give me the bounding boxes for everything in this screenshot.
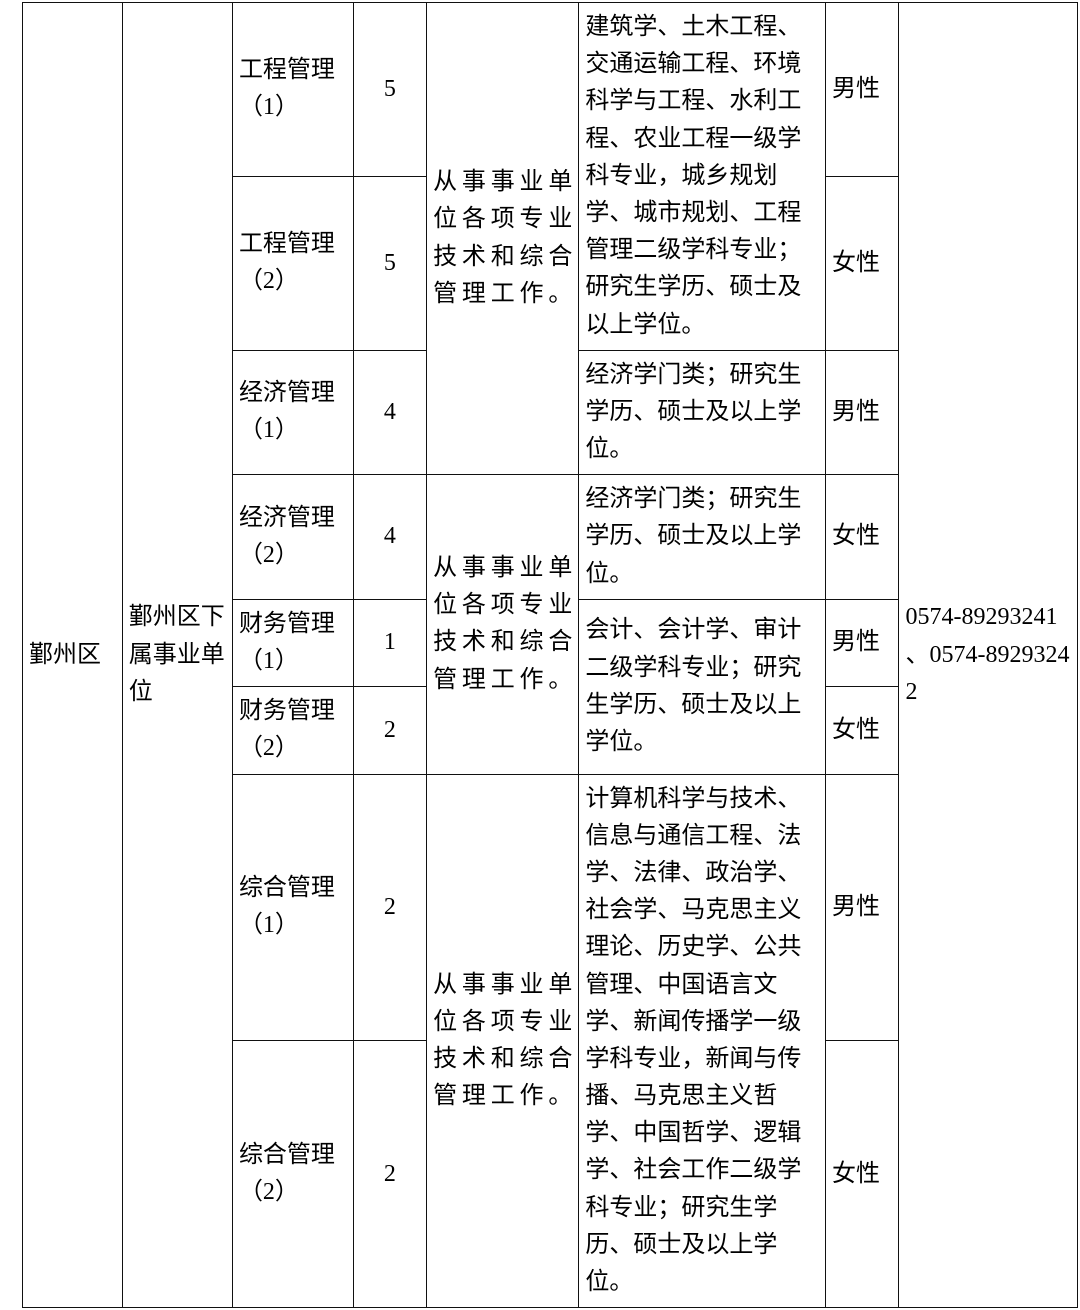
cell-gender: 女性 [826,687,899,774]
cell-requirement: 经济学门类；研究生学历、硕士及以上学位。 [579,350,826,475]
cell-duty: 从事事业单位各项专业技术和综合管理工作。 [427,475,579,774]
cell-requirement: 计算机科学与技术、信息与通信工程、法学、法律、政治学、社会学、马克思主义理论、历… [579,774,826,1308]
page: 鄞州区 鄞州区下属事业单位 工程管理（1） 5 从事事业单位各项专业技术和综合管… [0,0,1080,1310]
cell-gender: 女性 [826,176,899,350]
cell-org: 鄞州区下属事业单位 [122,3,232,1308]
cell-position: 工程管理（1） [232,3,353,177]
cell-count: 5 [353,176,426,350]
cell-count: 2 [353,687,426,774]
cell-region: 鄞州区 [23,3,123,1308]
cell-gender: 男性 [826,774,899,1041]
cell-phones: 0574-89293241 、0574-89293242 [899,3,1078,1308]
cell-position: 财务管理（2） [232,687,353,774]
cell-position: 财务管理（1） [232,599,353,686]
cell-position: 综合管理（2） [232,1041,353,1308]
cell-count: 4 [353,475,426,600]
cell-gender: 女性 [826,1041,899,1308]
cell-count: 2 [353,1041,426,1308]
cell-gender: 女性 [826,475,899,600]
positions-table: 鄞州区 鄞州区下属事业单位 工程管理（1） 5 从事事业单位各项专业技术和综合管… [22,2,1078,1308]
cell-requirement: 建筑学、土木工程、交通运输工程、环境科学与工程、水利工程、农业工程一级学科专业，… [579,3,826,351]
cell-requirement: 会计、会计学、审计二级学科专业；研究生学历、硕士及以上学位。 [579,599,826,774]
cell-count: 1 [353,599,426,686]
cell-gender: 男性 [826,599,899,686]
cell-position: 工程管理（2） [232,176,353,350]
cell-position: 综合管理（1） [232,774,353,1041]
cell-count: 2 [353,774,426,1041]
cell-gender: 男性 [826,3,899,177]
cell-requirement: 经济学门类；研究生学历、硕士及以上学位。 [579,475,826,600]
cell-duty: 从事事业单位各项专业技术和综合管理工作。 [427,3,579,475]
cell-position: 经济管理（1） [232,350,353,475]
cell-position: 经济管理（2） [232,475,353,600]
cell-duty: 从事事业单位各项专业技术和综合管理工作。 [427,774,579,1308]
cell-count: 4 [353,350,426,475]
cell-count: 5 [353,3,426,177]
cell-gender: 男性 [826,350,899,475]
table-row: 鄞州区 鄞州区下属事业单位 工程管理（1） 5 从事事业单位各项专业技术和综合管… [23,3,1078,177]
